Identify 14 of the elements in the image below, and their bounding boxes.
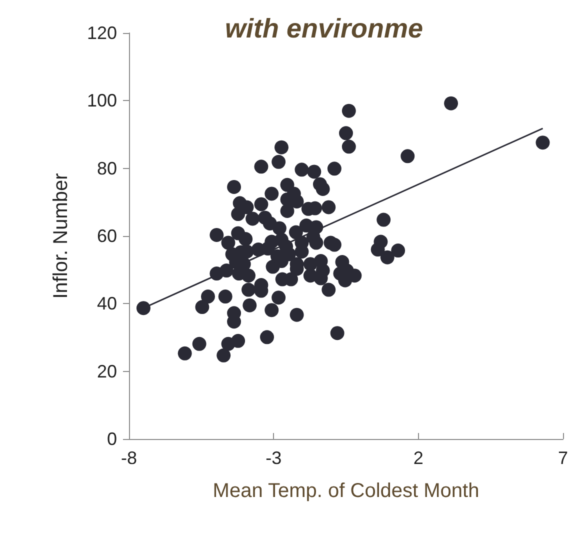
y-tick-label: 40 [96, 294, 117, 314]
x-axis-title: Mean Temp. of Coldest Month [212, 480, 480, 502]
y-tick-label: 60 [96, 226, 117, 246]
y-tick-label: 20 [96, 361, 117, 382]
x-tick-label: -3 [266, 448, 282, 468]
x-tick-label: 2 [413, 448, 424, 468]
x-tick-label: 7 [558, 448, 568, 468]
chart-title: with environme [225, 14, 424, 44]
y-tick-label: 80 [96, 158, 117, 178]
y-tick-label: 0 [106, 429, 117, 449]
x-tick-label: -8 [120, 448, 138, 468]
y-tick-label: 100 [86, 90, 117, 111]
y-axis-title: Inflor. Number [50, 172, 72, 299]
y-tick-label: 120 [86, 23, 117, 43]
